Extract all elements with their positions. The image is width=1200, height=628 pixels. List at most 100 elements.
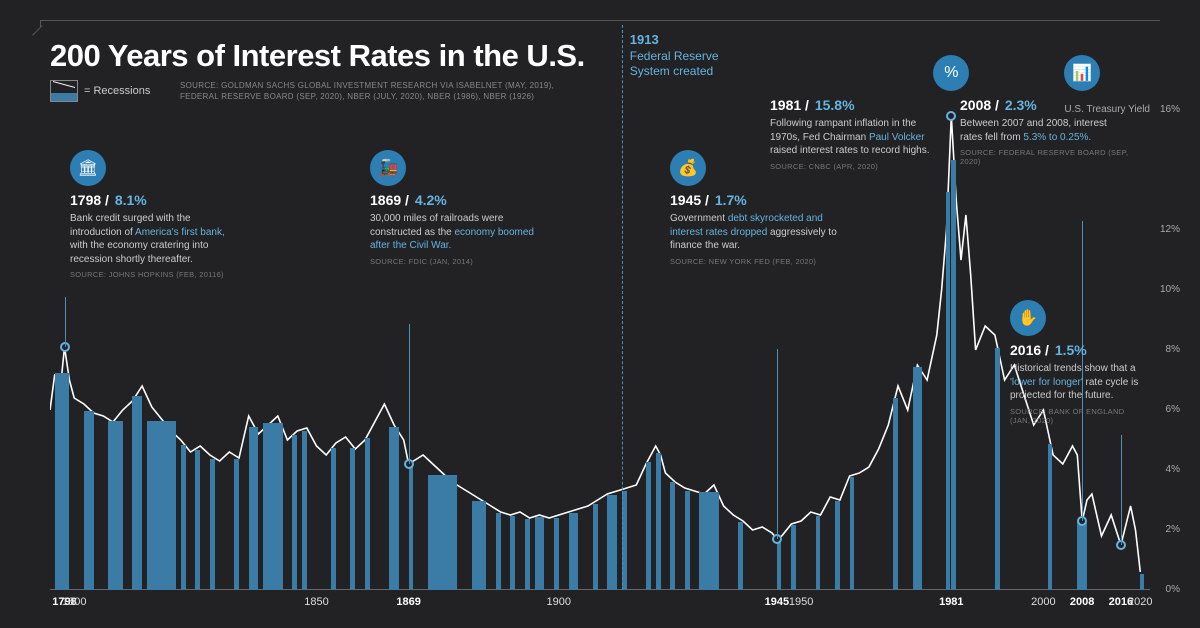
recession-bar	[951, 160, 956, 590]
recession-bar	[1048, 444, 1052, 591]
recession-bar	[409, 465, 414, 591]
recession-bar	[350, 448, 355, 590]
x-tick: 1869	[396, 596, 420, 608]
top-source-line2: FEDERAL RESERVE BOARD (SEP, 2020), NBER …	[180, 91, 554, 102]
money-icon: 💰	[670, 150, 706, 186]
recession-bar	[593, 504, 598, 591]
bank-icon: 🏛	[70, 150, 106, 186]
callout-1981: %1981 / 15.8%Following rampant inflation…	[770, 55, 940, 171]
callout-source: SOURCE: FEDERAL RESERVE BOARD (SEP, 2020…	[960, 148, 1130, 166]
y-tick: 6%	[1166, 404, 1180, 415]
callout-text: Bank credit surged with the introduction…	[70, 212, 240, 266]
x-tick: 2008	[1070, 596, 1094, 608]
y-tick: 0%	[1166, 584, 1180, 595]
callout-year: 1798 / 8.1%	[70, 192, 240, 208]
callout-1869: 🚂 1869 / 4.2% 30,000 miles of railroads we…	[370, 150, 540, 266]
recession-bar	[195, 450, 200, 591]
recession-bar	[699, 492, 718, 591]
recession-bar	[670, 482, 675, 590]
callout-line-1869	[409, 324, 410, 464]
callout-1798: 🏛 1798 / 8.1% Bank credit surged with the …	[70, 150, 240, 279]
marker-1981	[946, 111, 956, 121]
callout-year: 1869 / 4.2%	[370, 192, 540, 208]
recession-bar	[234, 459, 239, 591]
callout-2016: ✋ 2016 / 1.5% Historical trends show that …	[1010, 300, 1140, 425]
recession-bar	[777, 540, 781, 590]
legend: = Recessions	[50, 80, 150, 102]
callout-year: 2016 / 1.5%	[1010, 342, 1140, 358]
callout-year: 1945 / 1.7%	[670, 192, 840, 208]
callout-source: SOURCE: CNBC (APR, 2020)	[770, 162, 940, 171]
recession-bar	[554, 518, 559, 590]
x-tick: 1981	[939, 596, 963, 608]
recession-bar	[331, 448, 336, 590]
recession-bar	[946, 192, 949, 590]
recession-legend-icon	[50, 80, 78, 102]
y-tick: 2%	[1166, 524, 1180, 535]
callout-text: Between 2007 and 2008, interest rates fe…	[960, 117, 1130, 144]
recession-bar	[147, 421, 176, 590]
x-tick: 2020	[1128, 596, 1152, 608]
recession-bar	[913, 367, 923, 590]
page-title: 200 Years of Interest Rates in the U.S.	[50, 38, 585, 74]
recession-bar	[1140, 574, 1143, 590]
x-tick: 1950	[789, 596, 813, 608]
recession-bar	[108, 421, 123, 590]
recession-bar	[210, 459, 215, 591]
recession-bar	[84, 411, 94, 591]
callout-2008: 📊 2008 / 2.3% Between 2007 and 2008, inter…	[960, 55, 1130, 166]
recession-bar	[656, 453, 661, 591]
x-tick: 2000	[1031, 596, 1055, 608]
y-tick: 8%	[1166, 344, 1180, 355]
recession-bar	[510, 516, 515, 590]
frame-border	[40, 20, 1160, 32]
y-tick: 12%	[1160, 224, 1180, 235]
recession-bar	[365, 438, 370, 591]
recession-bar	[496, 513, 501, 591]
recession-bar	[428, 475, 457, 590]
callout-text: Government debt skyrocketed and interest…	[670, 212, 840, 253]
legend-label: = Recessions	[84, 85, 150, 97]
x-tick: 1800	[62, 596, 86, 608]
recession-bar	[472, 501, 487, 591]
recession-bar	[646, 462, 651, 591]
x-tick: 1850	[304, 596, 328, 608]
chart-icon: 📊	[1064, 55, 1100, 91]
callout-text: Following rampant inflation in the 1970s…	[770, 117, 940, 158]
callout-line-2016	[1121, 435, 1122, 545]
train-icon: 🚂	[370, 150, 406, 186]
x-tick: 1945	[765, 596, 789, 608]
recession-bar	[302, 431, 307, 590]
recession-bar	[569, 513, 579, 591]
recession-bar	[738, 522, 743, 591]
recession-bar	[525, 519, 530, 591]
recession-bar	[55, 373, 70, 590]
callout-text: 30,000 miles of railroads were construct…	[370, 212, 540, 253]
recession-bar	[535, 517, 545, 590]
callout-year: 2008 / 2.3%	[960, 97, 1130, 113]
recession-bar	[607, 495, 617, 591]
hand-icon: ✋	[1010, 300, 1046, 336]
callout-text: Historical trends show that a 'lower for…	[1010, 362, 1140, 403]
y-tick: 16%	[1160, 104, 1180, 115]
x-tick: 1900	[547, 596, 571, 608]
recession-bar	[249, 427, 259, 590]
recession-bar	[835, 501, 840, 590]
recession-bar	[816, 516, 821, 590]
recession-bar	[850, 477, 855, 590]
recession-bar	[292, 435, 297, 590]
callout-line-1798	[65, 297, 66, 347]
callout-year: 1981 / 15.8%	[770, 97, 940, 113]
recession-bar	[263, 423, 282, 591]
y-tick: 10%	[1160, 284, 1180, 295]
top-source-line1: SOURCE: GOLDMAN SACHS GLOBAL INVESTMENT …	[180, 80, 554, 91]
callout-source: SOURCE: JOHNS HOPKINS (FEB, 20116)	[70, 270, 240, 279]
recession-bar	[685, 491, 690, 590]
callout-line-1945	[777, 349, 778, 539]
recession-bar	[893, 398, 898, 590]
recession-bar	[132, 396, 142, 591]
fed-reserve-label: 1913Federal ReserveSystem created	[630, 32, 719, 80]
interest-rate-chart: 0%2%4%6%8%10%12%16%U.S. Treasury Yield17…	[50, 110, 1150, 590]
fed-reserve-line	[622, 25, 623, 590]
recession-bar	[791, 525, 796, 590]
